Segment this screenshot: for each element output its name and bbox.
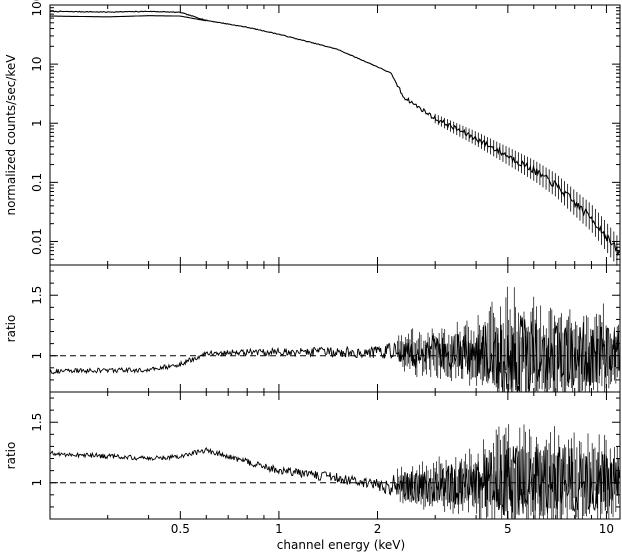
ratio-data-line: [49, 446, 621, 516]
y-axis-label: ratio: [4, 315, 18, 343]
x-tick-label: 0.5: [171, 522, 190, 536]
x-tick-label: 5: [504, 522, 512, 536]
y-tick-label: 10: [30, 56, 44, 71]
panel-frame: [49, 391, 621, 520]
y-tick-label: 1: [30, 479, 44, 487]
panel-frame: [49, 264, 621, 393]
ratio-data-line: [49, 315, 621, 393]
x-tick-label: 10: [599, 522, 614, 536]
y-tick-label: 100: [30, 0, 44, 16]
y-tick-label: 1.5: [30, 413, 44, 432]
y-tick-label: 1: [30, 119, 44, 127]
panel-frame: [49, 4, 621, 266]
y-tick-label: 1.5: [30, 286, 44, 305]
x-tick-label: 1: [275, 522, 283, 536]
y-axis-label: ratio: [4, 442, 18, 470]
y-tick-label: 0.1: [30, 173, 44, 192]
x-axis-label: channel energy (keV): [277, 538, 405, 552]
spectrum-data-line: [49, 10, 621, 256]
x-tick-label: 2: [374, 522, 382, 536]
ratio-panel-lower: 1 1.5 ratio 0.5 1 2 5 10 channel energy (keV): [4, 391, 621, 552]
spectrum-model-line: [50, 15, 207, 22]
y-tick-label: 0.01: [30, 228, 44, 255]
y-tick-label: 1: [30, 352, 44, 360]
y-axis-label: normalized counts/sec/keV: [4, 54, 18, 216]
spectrum-panel: 0.01 0.1 1 10 100 normalized counts/sec/keV: [4, 0, 621, 266]
ratio-panel-upper: 1 1.5 ratio: [4, 264, 621, 393]
